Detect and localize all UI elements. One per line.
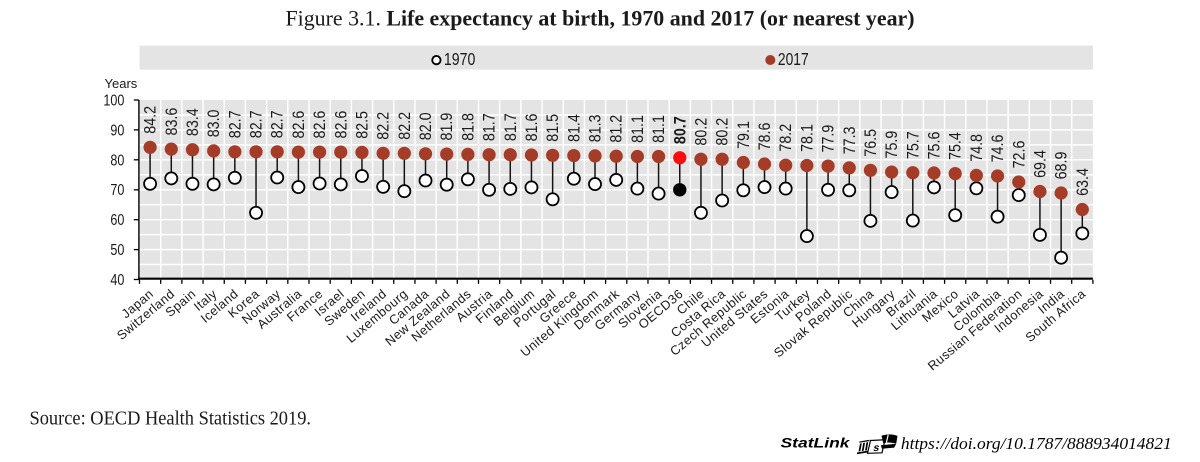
svg-text:82.0: 82.0 xyxy=(417,112,435,140)
svg-text:81.1: 81.1 xyxy=(650,115,668,143)
svg-text:79.1: 79.1 xyxy=(735,121,753,149)
svg-text:90: 90 xyxy=(110,122,124,139)
svg-text:68.9: 68.9 xyxy=(1053,152,1071,180)
svg-text:1970: 1970 xyxy=(444,49,476,69)
svg-text:80: 80 xyxy=(110,152,124,169)
svg-text:74.6: 74.6 xyxy=(989,135,1007,163)
svg-text:75.6: 75.6 xyxy=(926,132,944,160)
svg-text:78.2: 78.2 xyxy=(777,124,795,152)
svg-text:https://doi.org/10.1787/888934: https://doi.org/10.1787/888934014821 xyxy=(901,434,1172,453)
svg-text:78.1: 78.1 xyxy=(798,124,816,152)
svg-text:81.3: 81.3 xyxy=(587,115,605,143)
svg-text:100: 100 xyxy=(103,93,124,110)
svg-text:81.7: 81.7 xyxy=(481,113,499,141)
svg-text:81.7: 81.7 xyxy=(502,113,520,141)
svg-text:83.0: 83.0 xyxy=(205,110,223,138)
svg-text:81.4: 81.4 xyxy=(565,114,583,142)
svg-text:70: 70 xyxy=(110,182,124,199)
svg-text:77.9: 77.9 xyxy=(820,125,838,153)
svg-text:83.4: 83.4 xyxy=(184,108,202,136)
svg-text:2017: 2017 xyxy=(778,49,809,69)
svg-text:82.6: 82.6 xyxy=(332,111,350,139)
svg-text:81.6: 81.6 xyxy=(523,114,541,142)
svg-text:75.4: 75.4 xyxy=(947,132,965,160)
svg-text:s: s xyxy=(872,442,881,454)
svg-text:74.8: 74.8 xyxy=(968,134,986,162)
svg-text:Source: OECD Health Statistics: Source: OECD Health Statistics 2019. xyxy=(30,407,312,429)
svg-text:81.8: 81.8 xyxy=(459,113,477,141)
svg-text:81.2: 81.2 xyxy=(608,115,626,143)
svg-text:82.2: 82.2 xyxy=(375,112,393,140)
svg-text:81.1: 81.1 xyxy=(629,115,647,143)
svg-text:82.5: 82.5 xyxy=(353,111,371,139)
svg-text:Figure 3.1. Life expectancy at: Figure 3.1. Life expectancy at birth, 19… xyxy=(285,5,914,30)
svg-text:80.2: 80.2 xyxy=(692,118,710,146)
svg-text:82.7: 82.7 xyxy=(248,110,266,138)
svg-text:82.7: 82.7 xyxy=(269,110,287,138)
svg-text:72.6: 72.6 xyxy=(1010,141,1028,169)
svg-text:40: 40 xyxy=(110,272,124,289)
svg-text:50: 50 xyxy=(110,242,124,259)
svg-text:60: 60 xyxy=(110,212,124,229)
svg-text:75.9: 75.9 xyxy=(883,131,901,159)
svg-text:75.7: 75.7 xyxy=(904,131,922,159)
svg-text:82.6: 82.6 xyxy=(290,111,308,139)
svg-text:81.5: 81.5 xyxy=(544,114,562,142)
svg-text:83.6: 83.6 xyxy=(163,108,181,136)
svg-text:80.2: 80.2 xyxy=(714,118,732,146)
svg-text:84.2: 84.2 xyxy=(142,106,160,134)
svg-text:63.4: 63.4 xyxy=(1074,168,1092,196)
svg-text:StatLink: StatLink xyxy=(781,434,852,450)
svg-text:76.5: 76.5 xyxy=(862,129,880,157)
svg-text:80.7: 80.7 xyxy=(671,116,689,144)
svg-text:69.4: 69.4 xyxy=(1031,150,1049,178)
svg-text:82.7: 82.7 xyxy=(226,110,244,138)
svg-text:81.9: 81.9 xyxy=(438,113,456,141)
svg-text:Years: Years xyxy=(105,76,138,91)
svg-text:78.6: 78.6 xyxy=(756,123,774,151)
svg-text:82.2: 82.2 xyxy=(396,112,414,140)
svg-text:77.3: 77.3 xyxy=(841,127,859,155)
svg-text:82.6: 82.6 xyxy=(311,111,329,139)
